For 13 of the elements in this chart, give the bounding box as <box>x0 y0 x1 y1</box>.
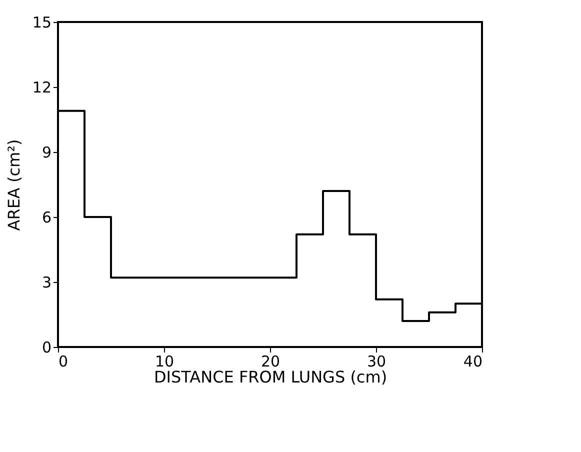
y-axis-title: AREA (cm²) <box>4 139 24 231</box>
x-tick-label: 10 <box>154 352 174 370</box>
y-tick-label: 3 <box>42 274 52 292</box>
x-tick-label: 30 <box>366 352 386 370</box>
y-tick-label: 6 <box>42 208 52 226</box>
x-tick-label: 40 <box>463 352 482 370</box>
y-tick-label: 0 <box>42 338 52 356</box>
x-tick-label: 20 <box>260 352 280 370</box>
y-tick-label: 12 <box>32 78 52 96</box>
x-tick-label: 0 <box>58 352 68 370</box>
y-tick-label: 15 <box>32 14 52 32</box>
y-tick-label: 9 <box>42 144 52 162</box>
x-axis-title: DISTANCE FROM LUNGS (cm) <box>154 368 388 386</box>
